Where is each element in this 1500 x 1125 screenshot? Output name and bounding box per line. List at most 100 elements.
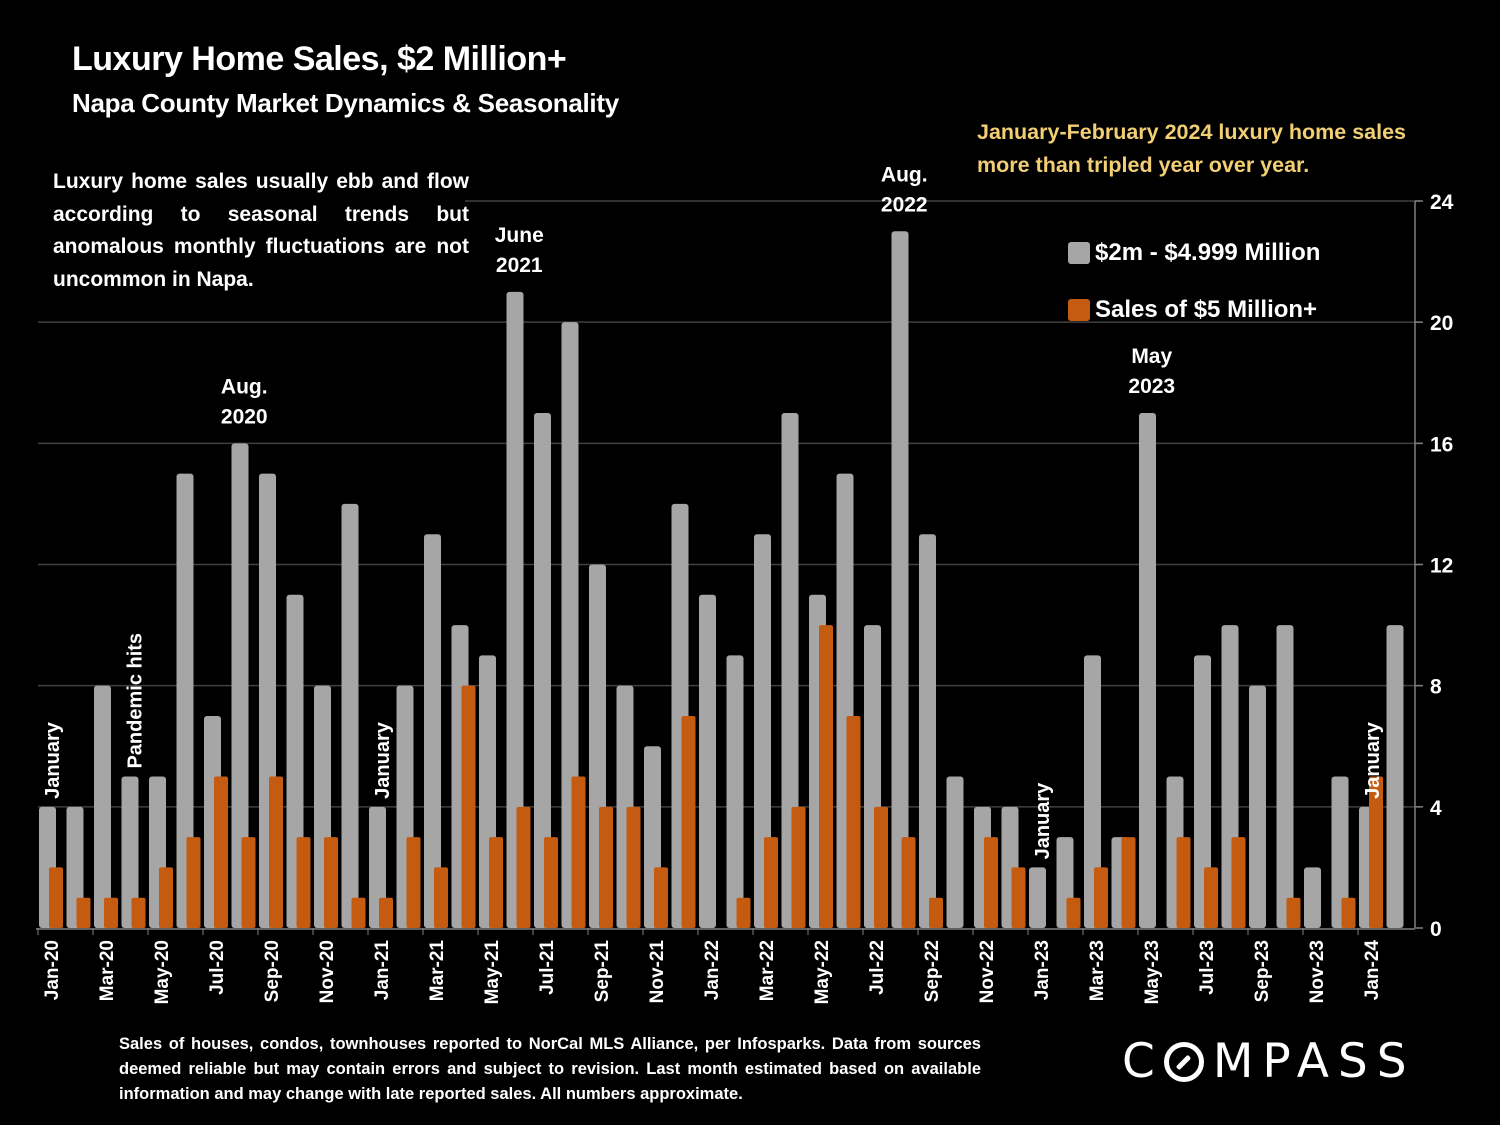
y-tick-label: 4 [1430, 797, 1442, 820]
bar-5m-plus [1121, 837, 1136, 928]
bar-5m-plus [351, 897, 366, 928]
x-tick-label: Sep-20 [262, 940, 283, 1002]
bar-5m-plus [406, 837, 421, 928]
bar-2m-4.999m [1276, 625, 1294, 928]
legend-item-orange: Sales of $5 Million+ [1068, 281, 1320, 338]
bar-2m-4.999m [1304, 867, 1321, 928]
bar-2m-4.999m [1386, 625, 1404, 928]
bar-5m-plus [76, 897, 91, 928]
bar-5m-plus [654, 867, 668, 928]
bar-2m-4.999m [781, 413, 799, 929]
bar-5m-plus [929, 897, 943, 928]
bar-2m-4.999m [1331, 776, 1349, 928]
bar-2m-4.999m [176, 473, 194, 928]
bar-5m-plus [1094, 867, 1108, 928]
x-tick-label: Nov-20 [317, 940, 338, 1003]
bar-2m-4.999m [726, 655, 744, 928]
y-tick-label: 0 [1430, 918, 1442, 941]
axes: 0 4 8 12 16 20 24 Jan-20 Mar-20 May-20 Jul-20 Sep-2… [36, 191, 1454, 1004]
y-tick-label: 24 [1430, 191, 1454, 214]
bar-2m-4.999m [1249, 685, 1266, 928]
bar-5m-plus [544, 837, 558, 928]
x-tick-label: Jul-22 [867, 940, 888, 995]
bar-5m-plus [599, 806, 613, 928]
annotation-label: January [42, 721, 64, 799]
bar-2m-4.999m [699, 594, 716, 928]
compass-o-icon [1163, 1041, 1204, 1082]
legend-label: $2m - $4.999 Million [1095, 238, 1321, 266]
legend-label: Sales of $5 Million+ [1095, 295, 1318, 323]
x-tick-label: May-20 [152, 940, 173, 1004]
bar-5m-plus [186, 837, 201, 928]
bar-5m-plus [131, 897, 146, 928]
x-tick-label: Mar-21 [427, 940, 448, 1002]
source-footnote: Sales of houses, condos, townhouses repo… [119, 1035, 981, 1103]
x-tick-label: Nov-21 [647, 940, 668, 1004]
annotation-label: Pandemic hits [124, 633, 146, 769]
bar-2m-4.999m [94, 685, 111, 928]
commentary-text: Luxury home sales usually ebb and flow a… [53, 170, 469, 291]
bar-2m-4.999m [231, 443, 249, 928]
bar-2m-4.999m [121, 776, 139, 928]
x-tick-label: Jan-21 [372, 940, 393, 1001]
y-tick-label: 20 [1430, 312, 1453, 335]
legend-swatch-orange [1068, 298, 1090, 321]
bar-5m-plus [461, 685, 476, 928]
x-tick-label: Mar-20 [97, 940, 118, 1001]
annotation-label: January [1032, 782, 1054, 860]
bar-5m-plus [1369, 776, 1383, 928]
bar-5m-plus [1176, 837, 1191, 928]
bar-5m-plus [434, 867, 448, 928]
x-tick-label: Sep-23 [1252, 940, 1273, 1002]
bar-2m-4.999m [1194, 655, 1211, 928]
bar-2m-4.999m [754, 534, 771, 928]
x-tick-label: Jan-20 [42, 940, 63, 1000]
chart-subtitle: Napa County Market Dynamics & Seasonalit… [72, 88, 619, 118]
x-tick-label: May-22 [812, 940, 833, 1004]
bar-5m-plus [296, 837, 311, 928]
bar-5m-plus [846, 715, 861, 928]
bar-5m-plus [379, 897, 393, 928]
annotation-label: Aug. [221, 375, 268, 398]
logo-text-prefix: C [1122, 1034, 1164, 1089]
legend-swatch-gray [1068, 241, 1090, 264]
x-tick-label: Nov-22 [977, 940, 998, 1003]
annotation-label: January [1362, 721, 1384, 799]
bar-5m-plus [874, 806, 888, 928]
annotation-label: Aug. [881, 163, 928, 186]
bar-5m-plus [819, 625, 833, 928]
annotation-label: 2022 [881, 193, 928, 216]
bar-5m-plus [324, 837, 338, 928]
bar-5m-plus [681, 715, 696, 928]
bar-2m-4.999m [946, 776, 964, 928]
bar-5m-plus [49, 867, 63, 928]
annotations: January Pandemic hits Aug. 2020 January June 2… [42, 163, 1384, 859]
bars [39, 231, 1404, 929]
bar-2m-4.999m [1139, 413, 1156, 929]
x-tick-label: Jul-21 [537, 940, 558, 995]
bar-2m-4.999m [534, 413, 551, 929]
logo-text-suffix: MPASS [1212, 1034, 1416, 1089]
bar-2m-4.999m [1084, 655, 1101, 928]
bar-5m-plus [764, 837, 778, 928]
bar-5m-plus [489, 837, 503, 928]
bar-2m-4.999m [506, 291, 524, 928]
legend: $2m - $4.999 Million Sales of $5 Million… [1068, 224, 1320, 338]
bar-5m-plus [1066, 897, 1081, 928]
x-tick-label: Mar-22 [757, 940, 778, 1001]
highlight-callout: January-February 2024 luxury home sales … [977, 120, 1407, 177]
annotation-label: June [495, 224, 544, 247]
bar-2m-4.999m [919, 534, 936, 928]
bar-5m-plus [516, 806, 531, 928]
bar-5m-plus [214, 776, 228, 928]
bar-5m-plus [791, 806, 806, 928]
x-tick-label: Sep-22 [922, 940, 943, 1002]
bar-5m-plus [1286, 897, 1301, 928]
y-tick-label: 16 [1430, 433, 1453, 456]
annotation-label: January [372, 721, 394, 799]
y-tick-label: 8 [1430, 676, 1442, 699]
bar-5m-plus [571, 776, 586, 928]
annotation-label: 2023 [1128, 375, 1175, 398]
bar-2m-4.999m [341, 503, 359, 928]
x-tick-label: Jul-20 [207, 940, 228, 995]
